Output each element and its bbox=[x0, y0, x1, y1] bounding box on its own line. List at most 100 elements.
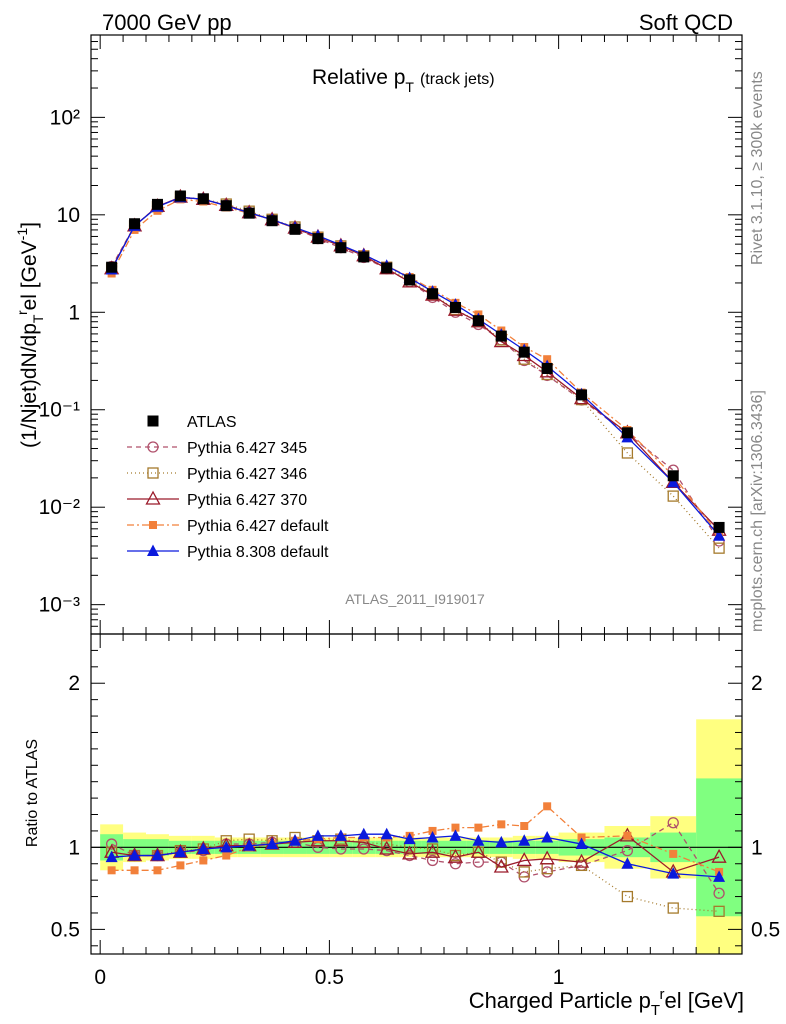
main-title: Relative pT (track jets) bbox=[312, 66, 495, 95]
ratio-point bbox=[380, 827, 393, 840]
y-tick-label: 10⁻² bbox=[39, 496, 80, 519]
series-pythia-6-427-default bbox=[107, 195, 724, 539]
ratio-point bbox=[451, 823, 460, 832]
ratio-y-tick-label-right: 1 bbox=[751, 836, 763, 859]
ratio-point bbox=[543, 802, 552, 811]
legend-entry: Pythia 6.427 370 bbox=[127, 490, 307, 509]
ratio-point bbox=[153, 866, 162, 875]
ratio-point bbox=[623, 831, 632, 840]
ratio-point bbox=[424, 843, 441, 858]
ratio-point bbox=[474, 823, 483, 832]
ratio-point bbox=[518, 834, 531, 846]
ratio-series-line bbox=[111, 805, 720, 873]
ratio-y-tick-label-right: 0.5 bbox=[751, 918, 780, 941]
ratio-point bbox=[402, 845, 418, 860]
ratio-point bbox=[667, 867, 680, 879]
ratio-point bbox=[493, 858, 509, 873]
ratio-point bbox=[199, 856, 208, 865]
series-line bbox=[111, 196, 720, 542]
y-tick-label: 10² bbox=[50, 106, 80, 129]
ratio-point bbox=[311, 829, 324, 841]
ratio-point bbox=[426, 830, 439, 843]
ratio-point bbox=[151, 849, 164, 861]
ratio-point bbox=[130, 866, 139, 875]
ratio-point bbox=[105, 850, 118, 863]
ratio-point bbox=[379, 840, 395, 855]
legend-label: Pythia 8.308 default bbox=[187, 544, 329, 561]
ratio-y-tick-label: 2 bbox=[68, 672, 80, 695]
data-point bbox=[220, 200, 232, 212]
y-tick-label: 10⁻¹ bbox=[39, 399, 80, 422]
data-point bbox=[358, 251, 370, 263]
ratio-point bbox=[357, 827, 370, 840]
data-point bbox=[174, 190, 186, 202]
ratio-point bbox=[713, 905, 725, 917]
y-tick-label: 10⁻³ bbox=[39, 594, 80, 617]
data-point bbox=[713, 521, 725, 533]
data-point bbox=[266, 215, 278, 227]
data-point bbox=[151, 198, 163, 210]
rivet-note: Rivet 3.1.10, ≥ 300k events bbox=[749, 71, 766, 265]
data-point bbox=[543, 355, 552, 364]
data-point bbox=[541, 362, 553, 374]
ratio-point bbox=[516, 852, 532, 867]
ratio-point bbox=[667, 902, 679, 914]
ratio-series-line bbox=[111, 833, 720, 878]
data-point bbox=[713, 529, 726, 541]
ratio-point bbox=[577, 833, 586, 842]
ratio-point bbox=[266, 837, 279, 850]
x-tick-label: 0.5 bbox=[315, 966, 344, 989]
ratio-point bbox=[222, 851, 231, 860]
ratio-point bbox=[426, 854, 439, 867]
data-point bbox=[667, 490, 679, 502]
legend: ATLAS Pythia 6.427 345 Pythia 6.427 346 Pyt… bbox=[127, 414, 329, 561]
ratio-point bbox=[669, 849, 678, 858]
ratio-point bbox=[403, 832, 416, 845]
mcplots-note: mcplots.cern.ch [arXiv:1306.3436] bbox=[749, 390, 766, 632]
data-point bbox=[312, 233, 324, 245]
series-pythia-6-427-370 bbox=[104, 188, 727, 536]
x-tick-label: 0 bbox=[94, 966, 106, 989]
ratio-point bbox=[197, 842, 210, 854]
data-point bbox=[335, 242, 347, 254]
data-point bbox=[621, 427, 633, 439]
ratio-point bbox=[495, 835, 508, 848]
header-right: Soft QCD bbox=[639, 10, 733, 35]
legend-marker bbox=[147, 415, 159, 427]
y-tick-label: 1 bbox=[68, 301, 80, 324]
legend-marker bbox=[149, 521, 157, 529]
data-point bbox=[576, 389, 588, 401]
data-point bbox=[495, 330, 507, 342]
ratio-point bbox=[105, 838, 118, 850]
ratio-point bbox=[174, 845, 187, 858]
legend-entry: Pythia 6.427 345 bbox=[127, 440, 307, 457]
ratio-point bbox=[541, 830, 554, 843]
ratio-point bbox=[449, 829, 462, 841]
ratio-point bbox=[518, 866, 530, 878]
ratio-series-pythia-8-308-default bbox=[105, 827, 726, 882]
legend-entry: Pythia 6.427 default bbox=[127, 518, 329, 535]
legend-entry: Pythia 6.427 346 bbox=[127, 466, 307, 483]
ratio-point bbox=[539, 850, 555, 865]
series-atlas bbox=[106, 190, 725, 533]
ratio-point bbox=[575, 837, 588, 850]
ratio-point bbox=[449, 858, 462, 870]
data-point bbox=[713, 542, 725, 554]
main-y-label: (1/Njet)dN/dpTrel [GeV-1] bbox=[14, 222, 46, 448]
ratio-point bbox=[220, 840, 233, 853]
ratio-point bbox=[470, 843, 486, 858]
series-pythia-8-308-default bbox=[105, 190, 726, 541]
legend-entry: Pythia 8.308 default bbox=[127, 544, 329, 561]
ratio-point bbox=[428, 826, 437, 835]
ratio-point bbox=[711, 848, 727, 863]
data-point bbox=[106, 261, 118, 273]
series-line bbox=[111, 198, 720, 536]
ratio-point bbox=[128, 849, 141, 861]
ratio-point bbox=[713, 887, 725, 899]
data-point bbox=[667, 470, 679, 482]
ratio-point bbox=[621, 844, 634, 857]
legend-label: Pythia 6.427 370 bbox=[187, 492, 307, 509]
ratio-point bbox=[334, 829, 347, 841]
ratio-point bbox=[289, 834, 302, 846]
